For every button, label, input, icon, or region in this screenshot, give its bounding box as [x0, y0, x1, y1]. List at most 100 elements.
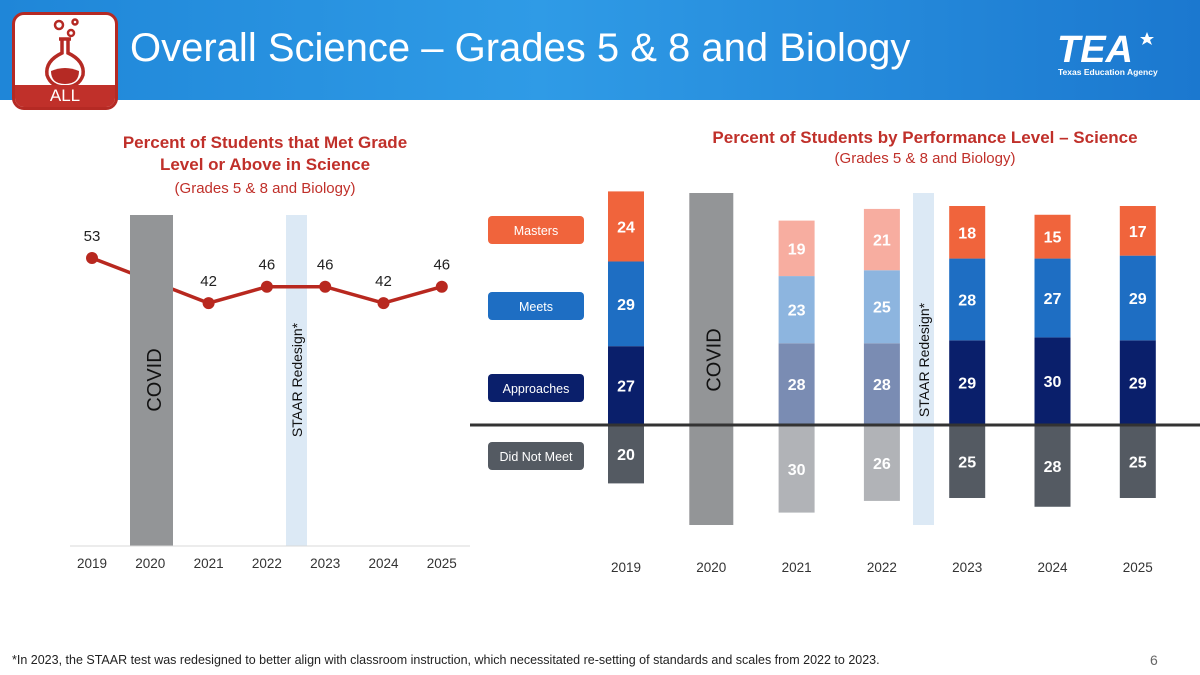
bar-data-label: 30: [788, 462, 806, 479]
bar-segment-did-not-meet: [1034, 425, 1071, 507]
legend-item-meets: [488, 292, 584, 320]
bar-segment-masters: [863, 208, 900, 271]
bar-data-label: 28: [1044, 459, 1062, 476]
bar-segment-did-not-meet: [949, 425, 986, 498]
bar-segment-meets: [778, 276, 815, 344]
bar-segment-meets: [1034, 258, 1071, 338]
line-data-label: 46: [259, 257, 276, 274]
bar-segment-approaches: [949, 340, 986, 425]
line-point: [435, 280, 448, 293]
bar-x-tick-label: 2021: [782, 560, 812, 575]
line-data-label: 42: [375, 273, 392, 290]
page-title: Overall Science – Grades 5 & 8 and Biolo…: [130, 26, 911, 70]
bar-segment-masters: [778, 220, 815, 277]
bar-data-label: 29: [958, 376, 976, 393]
bar-segment-masters: [1034, 214, 1071, 259]
legend-label: Meets: [519, 300, 553, 314]
line-chart-title: Percent of Students that Met Grade Level…: [60, 132, 470, 176]
bar-x-tick-label: 2022: [867, 560, 897, 575]
bar-data-label: 28: [873, 377, 891, 394]
tea-logo: TEA: [1057, 29, 1154, 71]
bar-segment-masters: [608, 191, 644, 262]
bar-data-label: 23: [788, 303, 806, 320]
line-x-tick-label: 2019: [77, 556, 107, 571]
all-students-badge: ALL: [12, 12, 118, 110]
bar-segment-did-not-meet: [863, 425, 900, 501]
bar-segment-approaches: [863, 343, 900, 425]
bar-data-label: 21: [873, 233, 891, 250]
bar-data-label: 30: [1044, 374, 1062, 391]
line-data-label: 46: [433, 257, 450, 274]
bar-segment-meets: [949, 258, 986, 341]
line-point: [377, 297, 390, 310]
line-point: [260, 280, 273, 293]
bar-data-label: 26: [873, 456, 891, 473]
line-chart-subtitle: (Grades 5 & 8 and Biology): [174, 180, 356, 197]
line-x-tick-label: 2022: [252, 556, 282, 571]
bar-segment-meets: [608, 261, 644, 347]
line-covid-bar-overlay: [130, 215, 173, 315]
bar-data-label: 25: [873, 300, 891, 317]
bar-data-label: 18: [958, 225, 976, 242]
bar-segment-meets: [1119, 255, 1156, 341]
line-x-tick-label: 2024: [368, 556, 399, 571]
logo-subtext: Texas Education Agency: [1058, 67, 1158, 77]
bar-data-label: 17: [1129, 224, 1147, 241]
line-chart-title-line-1: Percent of Students that Met Grade: [122, 133, 408, 152]
bar-data-label: 24: [617, 219, 635, 236]
line-data-label: 42: [200, 273, 217, 290]
line-redesign-label: STAAR Redesign*: [289, 322, 305, 437]
bar-data-label: 27: [617, 379, 635, 396]
bar-segment-did-not-meet: [1119, 425, 1156, 498]
line-x-tick-label: 2025: [427, 556, 457, 571]
bar-data-label: 29: [617, 297, 635, 314]
bar-data-label: 29: [1129, 291, 1147, 308]
bar-covid-label: COVID: [703, 328, 725, 391]
star-icon: [1140, 32, 1154, 45]
bar-data-label: 19: [788, 241, 806, 258]
legend-label: Masters: [514, 224, 558, 238]
bar-data-label: 28: [958, 292, 976, 309]
bar-data-label: 25: [958, 455, 976, 472]
footnote: *In 2023, the STAAR test was redesigned …: [12, 653, 880, 667]
line-redesign-band: [286, 215, 307, 546]
bar-x-tick-label: 2023: [952, 560, 982, 575]
bar-data-label: 15: [1044, 230, 1062, 247]
line-x-tick-label: 2021: [194, 556, 224, 571]
bar-segment-masters: [1119, 206, 1156, 256]
line-covid-label: COVID: [144, 348, 166, 411]
line-point: [319, 280, 332, 293]
bar-covid-bar: [689, 193, 734, 525]
bar-x-tick-label: 2024: [1037, 560, 1068, 575]
bar-data-label: 25: [1129, 455, 1147, 472]
bar-segment-approaches: [608, 346, 644, 425]
line-x-tick-label: 2020: [135, 556, 165, 571]
bar-chart-subtitle: (Grades 5 & 8 and Biology): [834, 150, 1016, 167]
header-banner: [0, 0, 1200, 100]
bar-x-tick-label: 2019: [611, 560, 641, 575]
bar-segment-meets: [863, 270, 900, 344]
line-data-label: 53: [84, 228, 101, 245]
bar-x-tick-label: 2020: [696, 560, 726, 575]
bar-redesign-label: STAAR Redesign*: [916, 302, 932, 417]
bar-data-label: 29: [1129, 376, 1147, 393]
legend-label: Approaches: [503, 382, 570, 396]
legend-item-masters: [488, 216, 584, 244]
bar-redesign-band: [913, 193, 934, 525]
page-number: 6: [1150, 652, 1158, 668]
tea-logo-text: TEA: [1057, 29, 1133, 71]
bar-segment-approaches: [778, 343, 815, 425]
bar-segment-masters: [949, 206, 986, 259]
legend-item-did-not-meet: [488, 442, 584, 470]
line-chart-title-line-2: Level or Above in Science: [159, 155, 371, 174]
line-x-tick-label: 2023: [310, 556, 340, 571]
bar-segment-did-not-meet: [608, 425, 644, 484]
bar-segment-did-not-meet: [778, 425, 815, 513]
legend-item-approaches: [488, 374, 584, 402]
line-data-label: 46: [317, 257, 334, 274]
legend-label: Did Not Meet: [500, 450, 573, 464]
bar-chart-title: Percent of Students by Performance Level…: [712, 128, 1138, 147]
badge-label: ALL: [15, 85, 115, 107]
line-series-path: [91, 256, 443, 305]
